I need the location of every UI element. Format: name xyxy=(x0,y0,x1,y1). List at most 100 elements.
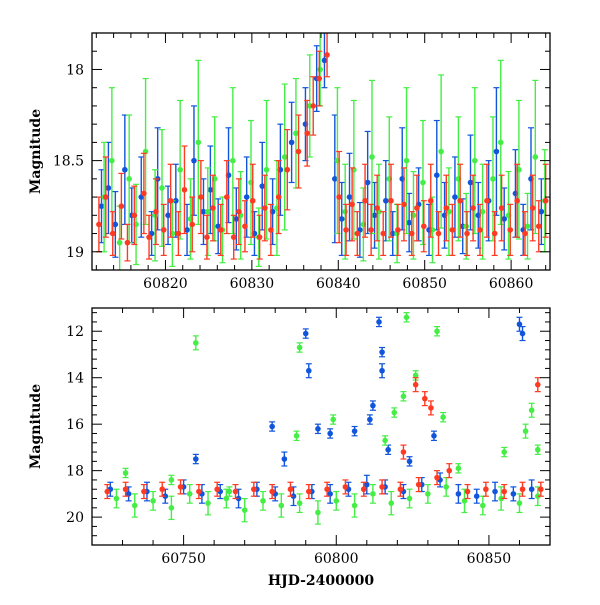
data-point xyxy=(196,488,202,495)
data-point xyxy=(401,201,407,208)
data-point xyxy=(269,423,275,430)
data-point xyxy=(463,223,469,230)
data-point xyxy=(433,172,440,178)
y-axis-title: Magnitude xyxy=(28,109,44,194)
data-point xyxy=(376,319,382,325)
data-point xyxy=(153,208,159,215)
data-point xyxy=(116,239,123,246)
data-point xyxy=(310,103,317,109)
data-point xyxy=(408,230,415,237)
data-point xyxy=(141,488,147,495)
data-point xyxy=(483,486,489,493)
x-tick-label: 60850 xyxy=(467,551,512,567)
data-point xyxy=(470,205,476,211)
data-point xyxy=(484,197,490,204)
data-point xyxy=(124,239,131,246)
data-point xyxy=(528,486,535,493)
data-point xyxy=(324,486,330,493)
data-point xyxy=(388,197,394,204)
data-point xyxy=(105,185,112,191)
data-point xyxy=(434,474,440,481)
data-point xyxy=(414,205,420,211)
data-point xyxy=(104,488,111,495)
data-point xyxy=(131,212,138,219)
data-point xyxy=(224,194,230,200)
data-point xyxy=(542,197,549,204)
data-point xyxy=(263,166,270,173)
data-point xyxy=(346,194,353,200)
data-point xyxy=(210,205,216,211)
data-point xyxy=(434,328,440,335)
data-point xyxy=(501,488,508,495)
data-point xyxy=(159,185,165,191)
data-point xyxy=(461,498,468,504)
data-point xyxy=(200,208,207,215)
data-point xyxy=(431,432,437,439)
data-point xyxy=(315,426,321,432)
series-blue xyxy=(98,33,545,258)
data-point xyxy=(204,234,210,240)
data-point xyxy=(490,176,496,182)
data-point xyxy=(233,216,240,222)
data-point xyxy=(214,486,220,493)
data-point xyxy=(498,495,504,502)
data-point xyxy=(507,227,514,233)
data-point xyxy=(295,148,302,155)
data-point xyxy=(519,486,526,493)
data-point xyxy=(480,502,486,509)
data-point xyxy=(455,465,462,472)
series-blue xyxy=(107,316,535,509)
x-axis-title: HJD-2400000 xyxy=(268,573,375,589)
data-point xyxy=(230,234,237,240)
data-point xyxy=(522,428,529,434)
data-point xyxy=(514,197,520,204)
x-tick-label: 60750 xyxy=(161,551,206,567)
data-point xyxy=(288,139,295,146)
data-point xyxy=(349,201,355,208)
data-point xyxy=(524,223,531,230)
data-point xyxy=(141,190,147,197)
data-point xyxy=(382,437,388,444)
data-point xyxy=(223,495,230,502)
data-point xyxy=(364,179,371,186)
data-point xyxy=(498,205,505,211)
data-point xyxy=(305,367,312,374)
data-point xyxy=(467,179,474,186)
data-point xyxy=(235,495,242,502)
data-point xyxy=(287,486,294,493)
data-point xyxy=(281,154,288,160)
y-tick-label: 18 xyxy=(66,62,84,78)
data-point xyxy=(464,488,471,495)
data-point xyxy=(165,212,171,219)
data-point xyxy=(162,493,169,500)
data-point xyxy=(205,500,211,506)
data-point xyxy=(290,493,297,500)
data-point xyxy=(293,130,299,137)
data-point xyxy=(131,502,138,509)
data-point xyxy=(362,197,368,204)
data-point xyxy=(538,486,544,493)
data-point xyxy=(207,186,214,193)
data-point xyxy=(427,197,434,204)
data-point xyxy=(516,500,523,506)
data-point xyxy=(452,194,458,200)
data-point xyxy=(534,493,541,500)
data-point xyxy=(532,154,539,160)
y-tick-label: 14 xyxy=(66,371,84,387)
data-point xyxy=(351,428,358,434)
data-point xyxy=(379,349,385,355)
data-point xyxy=(226,488,233,495)
data-point xyxy=(420,179,426,186)
y-tick-label: 19 xyxy=(66,245,84,261)
data-point xyxy=(305,488,312,495)
data-point xyxy=(269,488,275,495)
data-point xyxy=(126,176,132,182)
data-point xyxy=(315,509,321,516)
x-tick-label: 60860 xyxy=(489,276,534,292)
data-point xyxy=(168,477,175,483)
data-point xyxy=(160,227,167,233)
data-point xyxy=(388,500,395,506)
data-point xyxy=(535,223,542,230)
data-point xyxy=(103,194,109,200)
